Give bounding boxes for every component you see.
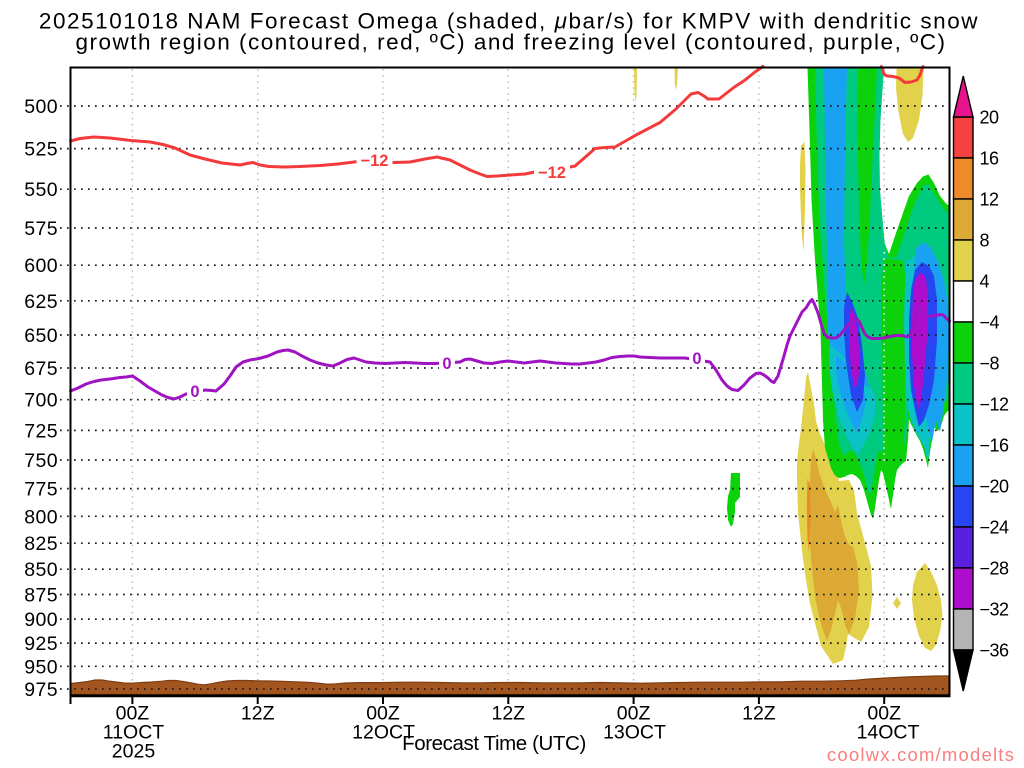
svg-text:−32: −32 xyxy=(980,600,1010,620)
svg-text:−12: −12 xyxy=(980,395,1010,415)
svg-text:725: 725 xyxy=(24,420,58,442)
svg-text:750: 750 xyxy=(24,450,58,472)
svg-text:800: 800 xyxy=(24,506,58,528)
svg-text:12Z: 12Z xyxy=(241,703,275,725)
svg-text:0: 0 xyxy=(442,355,451,373)
svg-text:525: 525 xyxy=(24,139,58,161)
svg-text:900: 900 xyxy=(24,609,58,631)
svg-text:14OCT: 14OCT xyxy=(857,722,920,744)
svg-text:−24: −24 xyxy=(980,518,1010,538)
svg-text:12Z: 12Z xyxy=(742,703,776,725)
svg-text:875: 875 xyxy=(24,585,58,607)
svg-text:825: 825 xyxy=(24,533,58,555)
svg-text:650: 650 xyxy=(24,325,58,347)
svg-text:coolwx.com/modelts: coolwx.com/modelts xyxy=(827,744,1015,765)
svg-text:700: 700 xyxy=(24,390,58,412)
svg-text:growth region (contoured, red,: growth region (contoured, red, ºC) and f… xyxy=(75,30,946,55)
svg-text:975: 975 xyxy=(24,679,58,701)
svg-text:12Z: 12Z xyxy=(491,703,525,725)
svg-text:675: 675 xyxy=(24,358,58,380)
svg-text:550: 550 xyxy=(24,179,58,201)
svg-text:925: 925 xyxy=(24,633,58,655)
svg-text:00Z: 00Z xyxy=(617,703,651,725)
svg-text:Forecast Time (UTC): Forecast Time (UTC) xyxy=(402,732,586,755)
svg-text:500: 500 xyxy=(24,96,58,118)
svg-text:−12: −12 xyxy=(538,164,566,182)
svg-text:−28: −28 xyxy=(980,559,1010,579)
svg-text:775: 775 xyxy=(24,479,58,501)
svg-text:13OCT: 13OCT xyxy=(603,722,666,744)
svg-text:2025: 2025 xyxy=(112,741,156,763)
svg-text:16: 16 xyxy=(980,149,1000,169)
svg-text:−8: −8 xyxy=(980,354,1000,374)
svg-text:00Z: 00Z xyxy=(366,703,400,725)
svg-text:00Z: 00Z xyxy=(116,703,150,725)
svg-text:4: 4 xyxy=(980,272,990,292)
svg-text:−4: −4 xyxy=(980,313,1000,333)
svg-text:12: 12 xyxy=(980,190,1000,210)
svg-text:0: 0 xyxy=(692,350,701,368)
svg-text:−20: −20 xyxy=(980,477,1010,497)
svg-text:0: 0 xyxy=(190,383,199,401)
svg-text:20: 20 xyxy=(980,108,1000,128)
svg-text:11OCT: 11OCT xyxy=(103,722,164,744)
svg-text:−36: −36 xyxy=(980,641,1010,661)
svg-text:00Z: 00Z xyxy=(867,703,901,725)
svg-text:2025101018 NAM Forecast Omega: 2025101018 NAM Forecast Omega (shaded, μ… xyxy=(39,9,979,34)
svg-text:12OCT: 12OCT xyxy=(352,722,415,744)
svg-text:625: 625 xyxy=(24,291,58,313)
svg-text:850: 850 xyxy=(24,559,58,581)
svg-text:950: 950 xyxy=(24,656,58,678)
svg-text:575: 575 xyxy=(24,218,58,240)
svg-text:8: 8 xyxy=(980,231,990,251)
svg-text:600: 600 xyxy=(24,255,58,277)
svg-text:−16: −16 xyxy=(980,436,1010,456)
svg-text:−12: −12 xyxy=(361,152,389,170)
